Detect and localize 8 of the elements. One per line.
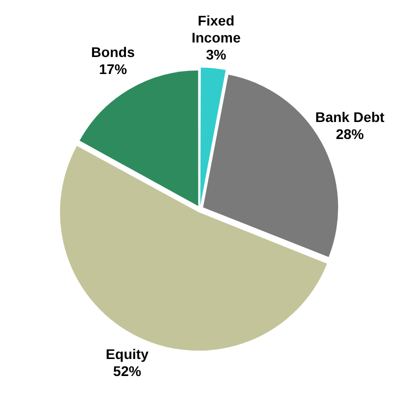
data-label: 52% xyxy=(113,363,142,380)
data-label: 28% xyxy=(336,126,364,142)
slice-label: Equity xyxy=(106,346,149,362)
slice-label: Bonds xyxy=(91,44,135,60)
data-label: 17% xyxy=(98,61,128,78)
slice-label: Fixed Income xyxy=(192,12,241,46)
slice-label: Bank Debt xyxy=(315,108,385,125)
data-label: 3% xyxy=(206,46,227,63)
